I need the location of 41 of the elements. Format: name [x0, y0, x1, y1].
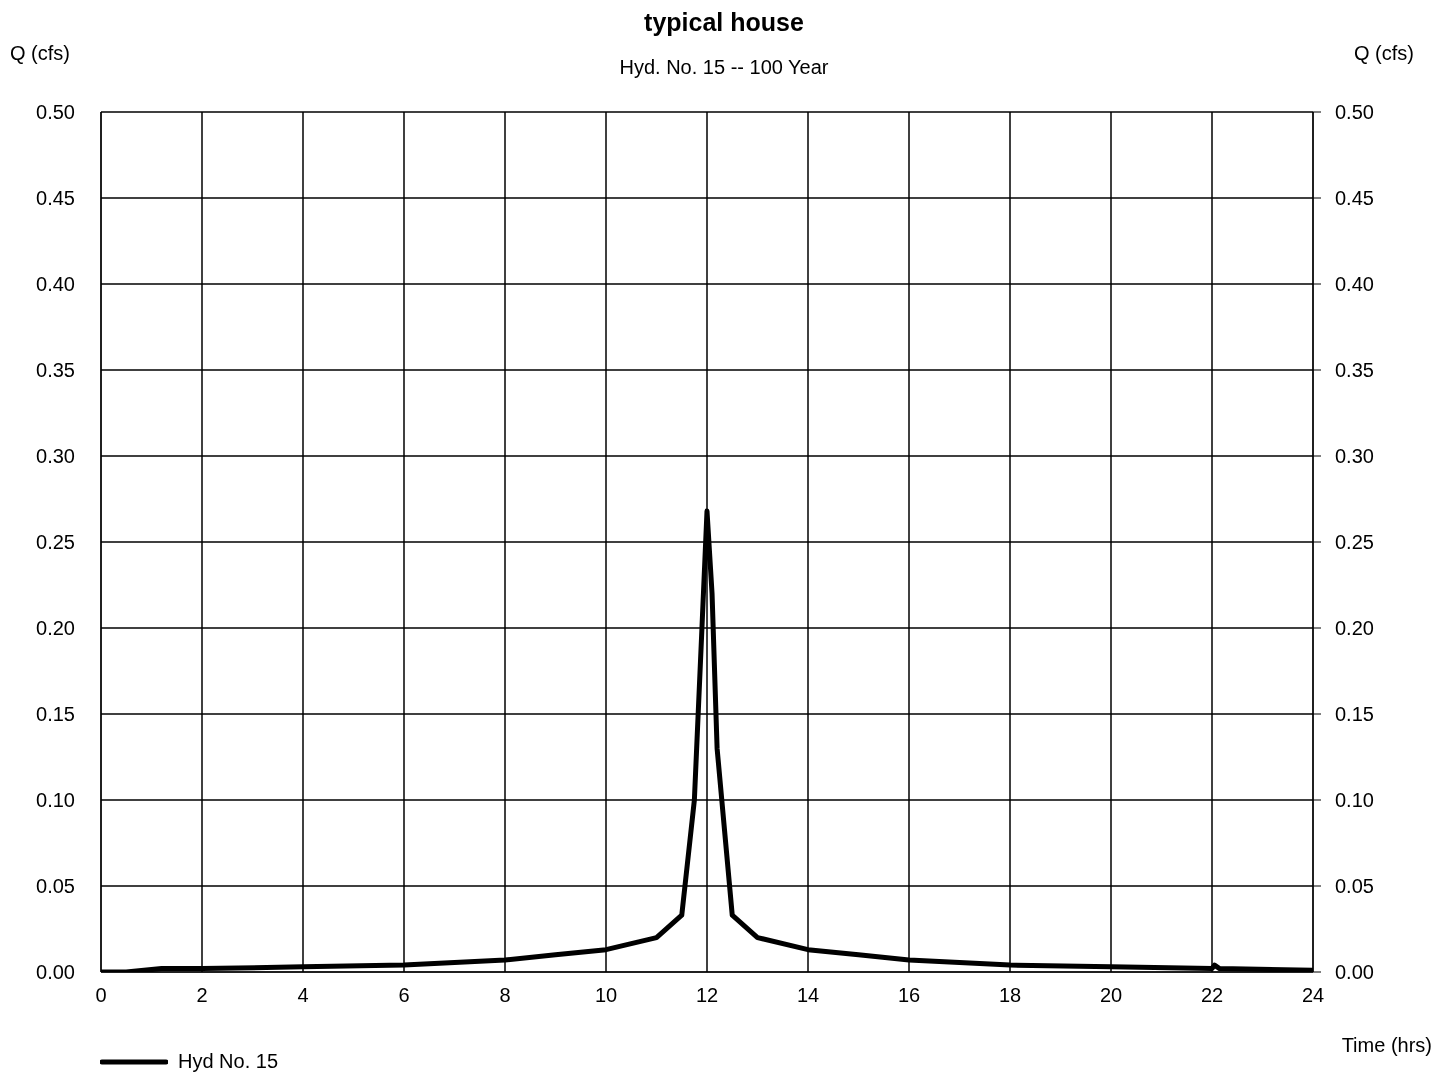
x-tick-label: 4 [297, 984, 309, 1007]
legend-label: Hyd No. 15 [178, 1050, 279, 1073]
y2-tick-label: 0.05 [1335, 875, 1374, 898]
y2-tick-label: 0.15 [1335, 703, 1374, 726]
y-axis-title: Q (cfs) [10, 42, 70, 65]
x-tick-label: 8 [499, 984, 511, 1007]
y-tick-label: 0.35 [36, 359, 75, 382]
y2-tick-label: 0.35 [1335, 359, 1374, 382]
y-tick-label: 0.10 [36, 789, 75, 812]
y2-tick-label: 0.20 [1335, 617, 1374, 640]
y-tick-label: 0.20 [36, 617, 75, 640]
x-tick-label: 16 [897, 984, 921, 1007]
y-tick-label: 0.25 [36, 531, 75, 554]
y-tick-label: 0.15 [36, 703, 75, 726]
y2-tick-label: 0.45 [1335, 187, 1374, 210]
y2-tick-label: 0.25 [1335, 531, 1374, 554]
y-tick-label: 0.30 [36, 445, 75, 468]
y-tick-label: 0.05 [36, 875, 75, 898]
x-tick-label: 18 [998, 984, 1022, 1007]
x-tick-label: 6 [398, 984, 410, 1007]
chart-title: typical house [643, 8, 805, 37]
y-tick-label: 0.50 [36, 101, 75, 124]
x-tick-label: 10 [594, 984, 618, 1007]
x-tick-label: 24 [1301, 984, 1325, 1007]
y2-axis-title: Q (cfs) [1354, 42, 1414, 65]
x-tick-label: 2 [196, 984, 208, 1007]
y2-tick-label: 0.50 [1335, 101, 1374, 124]
x-tick-label: 20 [1099, 984, 1123, 1007]
x-tick-label: 0 [95, 984, 107, 1007]
chart-subtitle: Hyd. No. 15 -- 100 Year [619, 56, 829, 78]
x-tick-label: 12 [695, 984, 719, 1007]
y-tick-label: 0.00 [36, 961, 75, 984]
x-tick-label: 22 [1200, 984, 1224, 1007]
y2-tick-label: 0.10 [1335, 789, 1374, 812]
y2-tick-label: 0.00 [1335, 961, 1374, 984]
x-tick-label: 14 [796, 984, 820, 1007]
y-tick-label: 0.40 [36, 273, 75, 296]
y2-tick-label: 0.30 [1335, 445, 1374, 468]
y-tick-label: 0.45 [36, 187, 75, 210]
x-axis-title: Time (hrs) [1341, 1034, 1432, 1057]
y2-tick-label: 0.40 [1335, 273, 1374, 296]
